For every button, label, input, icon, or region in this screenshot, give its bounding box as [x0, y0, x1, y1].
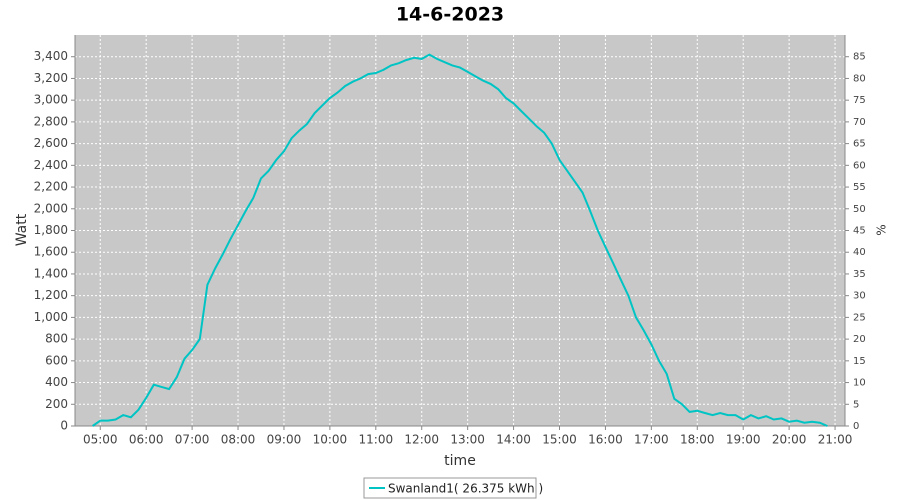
x-tick-label: 11:00: [359, 433, 394, 447]
y2-tick-label: 10: [853, 378, 866, 389]
legend-box: [363, 477, 537, 499]
y-tick-label: 400: [45, 375, 68, 389]
y-tick-label: 3,400: [34, 49, 68, 63]
y2-tick-label: 75: [853, 95, 866, 106]
y-tick-label: 1,200: [34, 288, 68, 302]
y-tick-label: 3,200: [34, 71, 68, 85]
y2-tick-label: 70: [853, 117, 866, 128]
x-tick-label: 17:00: [634, 433, 669, 447]
x-tick-label: 05:00: [83, 433, 118, 447]
y-tick-label: 2,800: [34, 114, 68, 128]
y-tick-label: 2,000: [34, 201, 68, 215]
y-tick-label: 2,200: [34, 180, 68, 194]
y2-tick-label: 45: [853, 226, 866, 237]
x-tick-label: 14:00: [496, 433, 531, 447]
series-line: [92, 53, 828, 427]
x-tick-label: 12:00: [404, 433, 439, 447]
y2-tick-label: 30: [853, 291, 866, 302]
y2-tick-label: 65: [853, 139, 866, 150]
x-tick-label: 16:00: [588, 433, 623, 447]
x-tick-label: 10:00: [313, 433, 348, 447]
y2-tick-label: 80: [853, 73, 866, 84]
legend-label: Swanland1( 26.375 kWh ): [388, 482, 543, 496]
chart-title: 14-6-2023: [396, 4, 504, 26]
x-tick-label: 13:00: [450, 433, 485, 447]
y-tick-label: 0: [60, 419, 68, 433]
x-tick-label: 19:00: [726, 433, 761, 447]
y2-tick-label: 85: [853, 52, 866, 63]
x-tick-label: 08:00: [221, 433, 256, 447]
x-tick-label: 06:00: [129, 433, 164, 447]
y2-axis-label: %: [875, 224, 889, 235]
x-axis-label: time: [444, 453, 476, 469]
x-tick-label: 18:00: [680, 433, 715, 447]
x-tick-label: 21:00: [818, 433, 853, 447]
y-tick-label: 3,000: [34, 93, 68, 107]
y2-tick-label: 20: [853, 334, 866, 345]
y-tick-label: 1,000: [34, 310, 68, 324]
y-tick-label: 200: [45, 397, 68, 411]
y-tick-label: 600: [45, 353, 68, 367]
y-axis-label: Watt: [14, 213, 30, 246]
y2-tick-label: 40: [853, 247, 866, 258]
y-tick-label: 800: [45, 332, 68, 346]
y2-tick-label: 60: [853, 160, 866, 171]
x-tick-label: 07:00: [175, 433, 210, 447]
y-tick-label: 1,600: [34, 245, 68, 259]
y2-tick-label: 25: [853, 312, 866, 323]
y2-tick-label: 0: [853, 421, 859, 432]
y2-tick-label: 35: [853, 269, 866, 280]
y-tick-label: 2,400: [34, 158, 68, 172]
x-tick-label: 20:00: [772, 433, 807, 447]
y-tick-label: 1,400: [34, 266, 68, 280]
y-tick-label: 2,600: [34, 136, 68, 150]
y-tick-label: 1,800: [34, 223, 68, 237]
x-tick-label: 09:00: [267, 433, 302, 447]
y2-tick-label: 55: [853, 182, 866, 193]
y2-tick-label: 5: [853, 399, 859, 410]
y2-tick-label: 50: [853, 204, 866, 215]
x-tick-label: 15:00: [542, 433, 577, 447]
y2-tick-label: 15: [853, 356, 866, 367]
